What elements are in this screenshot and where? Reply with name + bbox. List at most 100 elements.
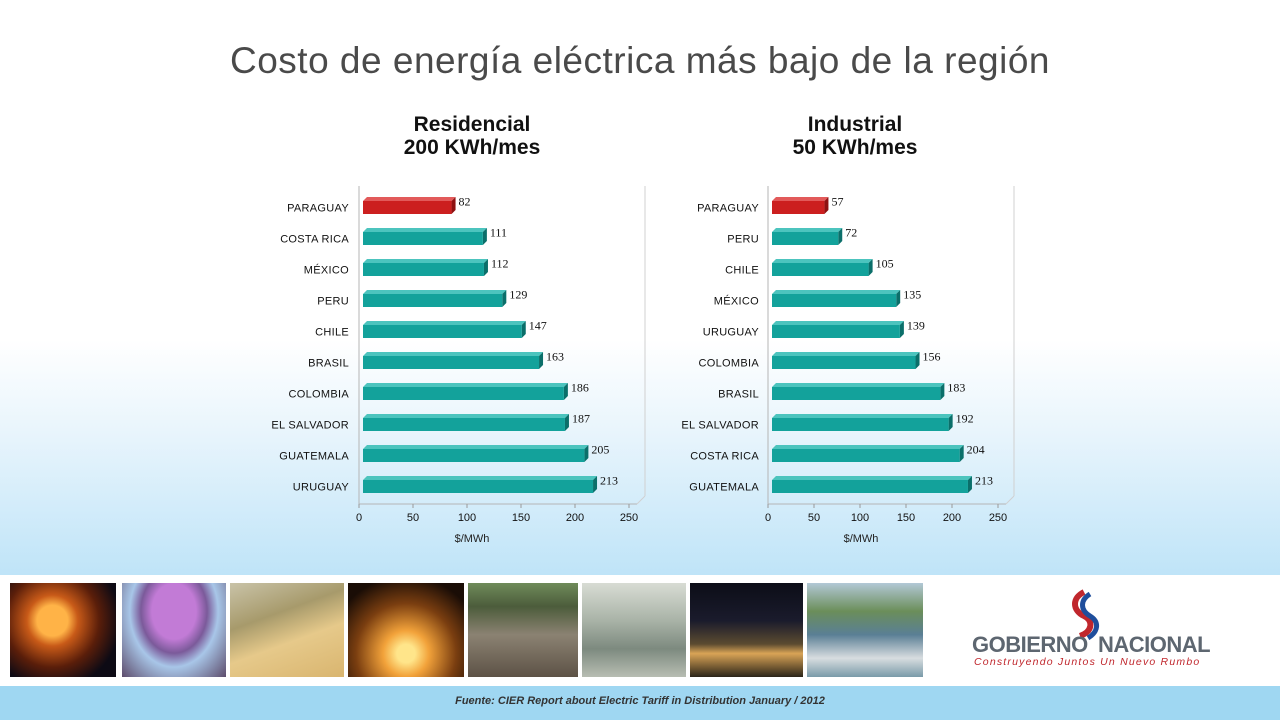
- bar-side-face: [483, 259, 488, 276]
- bar-side-face: [948, 414, 953, 431]
- bar-group: [363, 228, 487, 245]
- category-label: GUATEMALA: [279, 451, 349, 463]
- bar-side-face: [521, 321, 526, 338]
- x-tick-label: 50: [808, 512, 820, 524]
- value-label: 82: [459, 195, 471, 209]
- bar-top-face: [772, 290, 901, 294]
- bar-group: [772, 352, 920, 369]
- category-label: PERU: [727, 234, 759, 246]
- bar-side-face: [959, 445, 964, 462]
- category-label: EL SALVADOR: [271, 420, 349, 432]
- bar: [772, 356, 916, 369]
- source-note: Fuente: CIER Report about Electric Tarif…: [455, 695, 825, 707]
- bar-top-face: [772, 228, 843, 232]
- category-label: URUGUAY: [703, 327, 760, 339]
- bar-side-face: [838, 228, 843, 245]
- x-tick-label: 100: [851, 512, 869, 524]
- bar-top-face: [772, 383, 945, 387]
- bar-group: [772, 476, 972, 493]
- river-barge-photo: [807, 583, 923, 677]
- category-label: COLOMBIA: [289, 389, 350, 401]
- bar: [772, 232, 839, 245]
- value-label: 147: [529, 319, 547, 333]
- bar-top-face: [363, 414, 569, 418]
- bar-group: [363, 476, 598, 493]
- floor-edge-line: [1005, 495, 1015, 505]
- bar: [772, 294, 897, 307]
- category-label: MÉXICO: [714, 295, 759, 308]
- value-label: 105: [876, 257, 894, 271]
- bar-group: [363, 352, 544, 369]
- bar-group: [772, 414, 953, 431]
- bar-top-face: [772, 414, 953, 418]
- x-tick-label: 150: [897, 512, 915, 524]
- value-label: 139: [907, 319, 925, 333]
- bar-side-face: [564, 414, 569, 431]
- category-label: PERU: [317, 296, 349, 308]
- bar-side-face: [563, 383, 568, 400]
- bar-side-face: [593, 476, 598, 493]
- value-label: 186: [571, 381, 589, 395]
- x-axis-label: $/MWh: [844, 533, 879, 545]
- x-tick-label: 200: [566, 512, 584, 524]
- bar-side-face: [915, 352, 920, 369]
- value-label: 183: [947, 381, 965, 395]
- flag-ribbon-icon: [1072, 589, 1099, 641]
- logo-slogan: Construyendo Juntos Un Nuevo Rumbo: [974, 656, 1200, 668]
- bar-side-face: [967, 476, 972, 493]
- bar-group: [772, 228, 843, 245]
- category-label: COSTA RICA: [280, 234, 349, 246]
- value-label: 192: [956, 412, 974, 426]
- bar-top-face: [772, 321, 904, 325]
- bar: [772, 449, 960, 462]
- bar-group: [772, 197, 829, 214]
- bar: [363, 201, 452, 214]
- x-tick-label: 0: [356, 512, 362, 524]
- bar: [772, 325, 900, 338]
- bar-side-face: [502, 290, 507, 307]
- sunset-palm-photo: [348, 583, 464, 677]
- value-label: 111: [490, 226, 507, 240]
- bar: [363, 480, 594, 493]
- category-label: BRASIL: [718, 389, 759, 401]
- value-label: 187: [572, 412, 590, 426]
- page-title: Costo de energía eléctrica más bajo de l…: [230, 40, 1050, 81]
- bar-group: [363, 414, 569, 431]
- category-label: CHILE: [315, 327, 349, 339]
- bar: [363, 387, 564, 400]
- bar-group: [772, 290, 901, 307]
- bar-side-face: [451, 197, 456, 214]
- bar-side-face: [824, 197, 829, 214]
- bar-top-face: [772, 197, 829, 201]
- bar: [363, 232, 483, 245]
- value-label: 156: [923, 350, 941, 364]
- bar-group: [772, 259, 873, 276]
- category-label: URUGUAY: [293, 482, 350, 494]
- bar: [363, 263, 484, 276]
- value-label: 163: [546, 350, 564, 364]
- category-label: GUATEMALA: [689, 482, 759, 494]
- bar: [363, 356, 540, 369]
- category-label: BRASIL: [308, 358, 349, 370]
- bar-group: [772, 383, 945, 400]
- bar-top-face: [363, 290, 507, 294]
- x-tick-label: 250: [620, 512, 638, 524]
- x-tick-label: 100: [458, 512, 476, 524]
- bar-group: [772, 445, 964, 462]
- bar-top-face: [363, 352, 544, 356]
- bar-top-face: [363, 445, 589, 449]
- logo-name-part1: GOBIERNO: [972, 632, 1088, 657]
- factory-floor-photo: [582, 583, 686, 677]
- bar: [772, 263, 869, 276]
- value-label: 72: [845, 226, 857, 240]
- bar: [363, 325, 522, 338]
- value-label: 135: [903, 288, 921, 302]
- category-label: COSTA RICA: [690, 451, 759, 463]
- category-label: PARAGUAY: [287, 203, 349, 215]
- bar-top-face: [363, 476, 598, 480]
- category-label: EL SALVADOR: [681, 420, 759, 432]
- bar-top-face: [772, 445, 964, 449]
- bar-top-face: [363, 259, 488, 263]
- category-label: PARAGUAY: [697, 203, 759, 215]
